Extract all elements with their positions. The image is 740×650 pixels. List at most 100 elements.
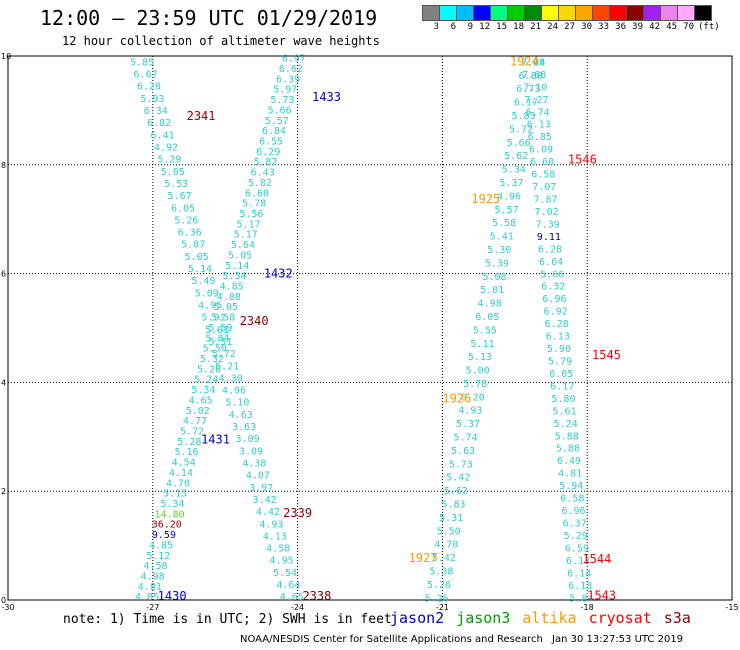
swh-value: 5.02	[186, 406, 210, 417]
swh-value: 5.91	[202, 313, 226, 324]
swh-value: 5.16	[174, 447, 198, 458]
swh-value: 6.17	[514, 98, 538, 109]
swh-value: 7.68	[522, 70, 546, 81]
swh-value: 5.64	[231, 240, 255, 251]
pass-label: 2341	[187, 109, 216, 123]
swh-value: 5.00	[466, 366, 490, 377]
swh-value: 5.26	[174, 215, 198, 226]
x-tick-label: -15	[725, 603, 738, 612]
swh-value: 4.77	[183, 416, 207, 427]
swh-value: 4.58	[266, 544, 290, 555]
footer-timestamp: Jan 30 13:27:53 UTC 2019	[552, 634, 684, 645]
swh-value: 6.13	[527, 120, 551, 131]
swh-value: 5.73	[270, 95, 294, 106]
colorbar-label: 21	[530, 22, 541, 32]
colorbar-label: 9	[467, 22, 473, 32]
swh-value: 4.95	[198, 301, 222, 312]
swh-value: 6.09	[529, 145, 553, 156]
swh-value: 5.29	[157, 155, 181, 166]
swh-value: 5.58	[211, 313, 235, 324]
y-tick-label: 0	[1, 596, 6, 605]
swh-value: 6.28	[538, 244, 562, 255]
colorbar-label: 24	[547, 22, 558, 32]
swh-value: 4.58	[143, 561, 167, 572]
swh-value: 5.97	[273, 85, 297, 96]
y-tick-label: 2	[1, 487, 6, 496]
swh-value: 5.58	[492, 218, 516, 229]
swh-value: 7.39	[536, 219, 560, 230]
swh-value: 5.61	[553, 406, 577, 417]
swh-value: 6.84	[262, 126, 286, 137]
swh-value: 5.05	[214, 302, 238, 313]
colorbar-label: 70	[683, 22, 694, 32]
swh-value: 5.56	[239, 209, 263, 220]
swh-value: 5.01	[480, 285, 504, 296]
swh-value: 6.05	[549, 369, 573, 380]
swh-value: 5.42	[432, 553, 456, 564]
colorbar-label: 45	[666, 22, 677, 32]
legend-altika: altika	[522, 609, 577, 627]
swh-value: 5.21	[215, 361, 239, 372]
swh-value: 5.72	[180, 426, 204, 437]
swh-value: 7.28	[521, 57, 545, 68]
swh-value: 5.24	[554, 419, 578, 430]
swh-value: 6.62	[279, 64, 303, 75]
swh-value: 5.24	[194, 375, 218, 386]
swh-value: 6.05	[475, 312, 499, 323]
swh-value: 4.70	[166, 478, 190, 489]
pass-label: 1432	[264, 267, 293, 281]
swh-value: 3.97	[249, 483, 273, 494]
swh-value: 5.62	[504, 151, 528, 162]
swh-value: 5.72	[212, 349, 236, 360]
swh-value: 4.85	[220, 281, 244, 292]
y-tick-label: 6	[1, 270, 6, 279]
swh-value: 9.59	[152, 530, 176, 541]
swh-value: 6.36	[178, 228, 202, 239]
pass-label: 1925	[471, 192, 500, 206]
colorbar-label: 27	[564, 22, 575, 32]
x-tick-label: -27	[146, 603, 159, 612]
swh-value: 5.62	[444, 486, 468, 497]
swh-value: 5.66	[507, 138, 531, 149]
swh-value: 6.96	[542, 294, 566, 305]
x-tick-label: -30	[1, 603, 14, 612]
x-tick-label: -24	[291, 603, 304, 612]
swh-value: 5.73	[449, 459, 473, 470]
swh-value: 5.53	[164, 179, 188, 190]
legend-jason2: jason2	[390, 609, 445, 627]
swh-value: 4.07	[246, 471, 270, 482]
swh-value: 6.60	[245, 188, 269, 199]
swh-value: 6.55	[259, 136, 283, 147]
swh-value: 4.42	[256, 507, 280, 518]
chart-title: 12:00 – 23:59 UTC 01/29/2019	[40, 6, 378, 30]
swh-value: 5.84	[569, 593, 593, 604]
swh-value: 5.82	[253, 157, 277, 168]
colorbar	[422, 5, 712, 21]
swh-value: 6.73	[516, 84, 540, 95]
swh-value: 6.14	[567, 568, 591, 579]
colorbar-label: 12	[479, 22, 490, 32]
swh-value: 5.94	[559, 481, 583, 492]
swh-value: 7.07	[532, 182, 556, 193]
swh-value: 6.32	[541, 282, 565, 293]
swh-value: 6.58	[560, 494, 584, 505]
swh-value: 5.28	[197, 364, 221, 375]
swh-value: 5.13	[468, 352, 492, 363]
colorbar-label: 39	[632, 22, 643, 32]
swh-value: 5.31	[439, 513, 463, 524]
swh-value: 6.28	[545, 319, 569, 330]
swh-value: 5.29	[564, 531, 588, 542]
swh-value: 6.34	[144, 106, 168, 117]
swh-value: 6.60	[530, 157, 554, 168]
swh-value: 5.85	[130, 57, 154, 68]
swh-value: 5.50	[203, 344, 227, 355]
swh-value: 5.54	[273, 568, 297, 579]
swh-value: 6.41	[151, 130, 175, 141]
swh-value: 5.88	[555, 431, 579, 442]
swh-value: 4.98	[141, 571, 165, 582]
swh-value: 4.85	[149, 540, 173, 551]
pass-label: 1543	[587, 589, 616, 603]
colorbar-label: 6	[450, 22, 456, 32]
chart-subtitle: 12 hour collection of altimeter wave hei…	[62, 34, 380, 48]
swh-value: 7.04	[521, 57, 545, 68]
